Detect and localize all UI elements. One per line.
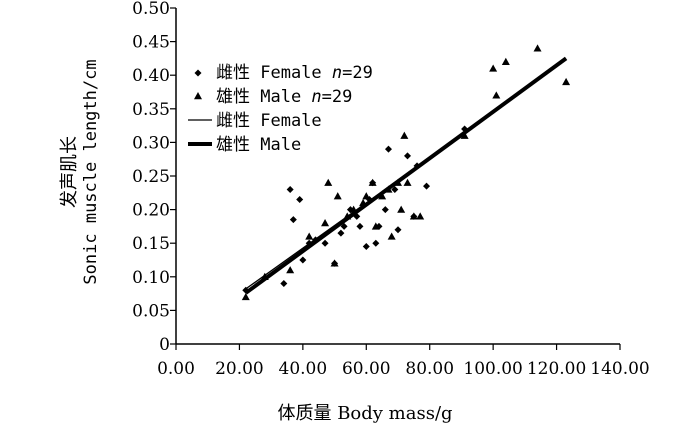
data-marks [241, 44, 571, 301]
female-data-point [381, 206, 389, 214]
female-data-point [289, 216, 297, 224]
x-tick-label: 100.00 [463, 359, 522, 379]
y-tick-label: 0.05 [132, 301, 170, 321]
male-data-point [368, 178, 377, 186]
female-data-point [242, 286, 250, 294]
female-data-point [353, 212, 361, 220]
male-data-point [400, 131, 409, 139]
male-data-point [409, 212, 418, 220]
y-tick-label: 0.25 [132, 167, 170, 187]
female-data-point [384, 145, 392, 153]
x-tick-label: 0.00 [157, 359, 195, 379]
y-tick-label: 0.30 [132, 133, 170, 153]
male-data-point [305, 232, 314, 240]
male-data-point [333, 192, 342, 200]
female-data-point [305, 239, 313, 247]
male-data-point [362, 192, 371, 200]
male-data-point [416, 212, 425, 220]
y-tick-label: 0 [159, 335, 170, 355]
female-data-point [299, 256, 307, 264]
male-data-point [460, 131, 469, 139]
male-trendline [244, 56, 568, 295]
male-data-point [324, 178, 333, 186]
x-tick-label: 140.00 [590, 359, 649, 379]
y-tick-label: 0.50 [132, 0, 170, 19]
male-data-point [371, 222, 380, 230]
male-data-point [562, 77, 571, 86]
female-data-point [296, 196, 304, 204]
male-data-point [343, 212, 352, 220]
female-data-point [372, 239, 380, 247]
x-tick-label: 60.00 [342, 359, 391, 379]
y-axis-title-en: Sonic muscle length/cm [81, 59, 101, 284]
female-data-point [340, 222, 348, 230]
y-tick-label: 0.35 [132, 100, 170, 120]
male-data-point [286, 266, 295, 274]
female-data-point [312, 236, 320, 244]
female-data-point [362, 243, 370, 251]
female-data-point [461, 125, 469, 133]
female-data-point [404, 152, 412, 160]
y-tick-label: 0.10 [132, 268, 170, 288]
y-axis-title-en-group: Sonic muscle length/cm [81, 59, 101, 284]
female-data-point [337, 229, 345, 237]
female-data-point [413, 162, 421, 170]
male-data-point [330, 259, 339, 267]
x-tick-label: 40.00 [279, 359, 328, 379]
male-data-point [359, 198, 368, 207]
male-data-point [321, 219, 330, 227]
female-data-point [286, 185, 294, 193]
male-data-point [387, 232, 396, 240]
x-tick-label: 120.00 [527, 359, 586, 379]
male-data-point [394, 178, 402, 186]
male-data-point [492, 91, 501, 99]
x-tick-label: 20.00 [215, 359, 264, 379]
male-data-point [533, 44, 542, 52]
legend-label: 雌性 Female [216, 111, 322, 131]
legend-label: 雌性 Female n=29 [216, 63, 373, 83]
male-data-point [241, 292, 250, 301]
legend-label: 雄性 Male [216, 135, 301, 155]
female-data-point [321, 239, 329, 247]
male-data-point [397, 205, 406, 213]
y-tick-label: 0.20 [132, 201, 170, 221]
male-data-point [378, 192, 387, 200]
y-tick-label: 0.40 [132, 66, 170, 86]
y-axis-title-cn-group: 发声肌长 [59, 136, 80, 208]
y-tick-label: 0.15 [132, 234, 170, 254]
male-data-point [260, 272, 269, 280]
legend: 雌性 Female n=29 雄性 Male n=29 雌性 Female 雄性 Ma… [188, 63, 373, 155]
legend-symbol-triangle [194, 92, 202, 100]
female-data-point [394, 226, 402, 234]
male-data-point [489, 64, 498, 72]
legend-label: 雄性 Male n=29 [216, 87, 352, 107]
legend-symbol-diamond [194, 69, 202, 77]
female-data-point [391, 185, 399, 193]
male-data-point [501, 57, 510, 65]
female-data-point [423, 182, 431, 190]
female-data-point [356, 222, 364, 230]
y-axis-title-cn: 发声肌长 [59, 136, 80, 208]
y-tick-label: 0.45 [132, 33, 170, 53]
x-axis-ticks: 0.00 20.00 40.00 60.00 80.00 100.00 120.00 140.… [157, 344, 650, 379]
x-axis-title: 体质量 Body mass/g [277, 403, 452, 424]
y-axis-ticks: 0 0.05 0.10 0.15 0.20 0.25 0.30 0.35 0.40 0.45 0.5… [132, 0, 176, 355]
x-tick-label: 80.00 [405, 359, 454, 379]
male-data-point [384, 185, 393, 193]
male-data-point [349, 205, 358, 213]
female-data-point [280, 280, 288, 288]
male-data-point [403, 178, 412, 186]
plot-area [175, 8, 620, 345]
